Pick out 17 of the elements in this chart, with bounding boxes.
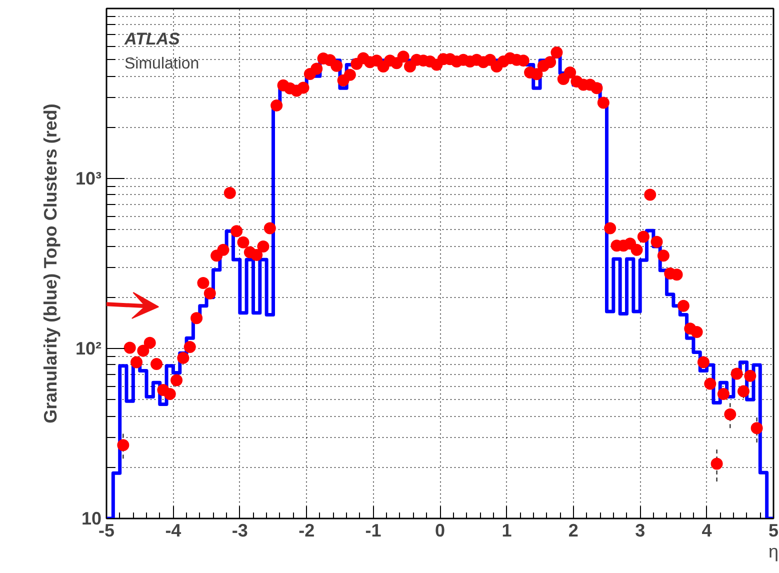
x-tick-label: 1 bbox=[502, 520, 512, 540]
x-tick-label: -4 bbox=[165, 520, 182, 540]
x-axis-title: η bbox=[768, 542, 779, 562]
x-tick-label: 0 bbox=[434, 520, 446, 540]
x-tick-label: 3 bbox=[635, 520, 646, 540]
x-tick-label: -2 bbox=[298, 520, 315, 540]
x-tick-label: 2 bbox=[568, 520, 578, 540]
x-tick-label: 4 bbox=[702, 520, 712, 540]
y-tick-label: 10 bbox=[81, 508, 102, 528]
y-axis-title: Granularity (blue) Topo Clusters (red) bbox=[40, 104, 60, 424]
x-tick-label: -1 bbox=[365, 520, 382, 540]
y-tick-label: 10³ bbox=[75, 168, 102, 188]
annotation: Simulation bbox=[124, 56, 200, 72]
x-tick-label: -3 bbox=[232, 520, 248, 540]
x-tick-label: 5 bbox=[768, 520, 779, 540]
annotation: ATLAS bbox=[124, 30, 181, 48]
y-tick-label: 10² bbox=[75, 338, 102, 358]
